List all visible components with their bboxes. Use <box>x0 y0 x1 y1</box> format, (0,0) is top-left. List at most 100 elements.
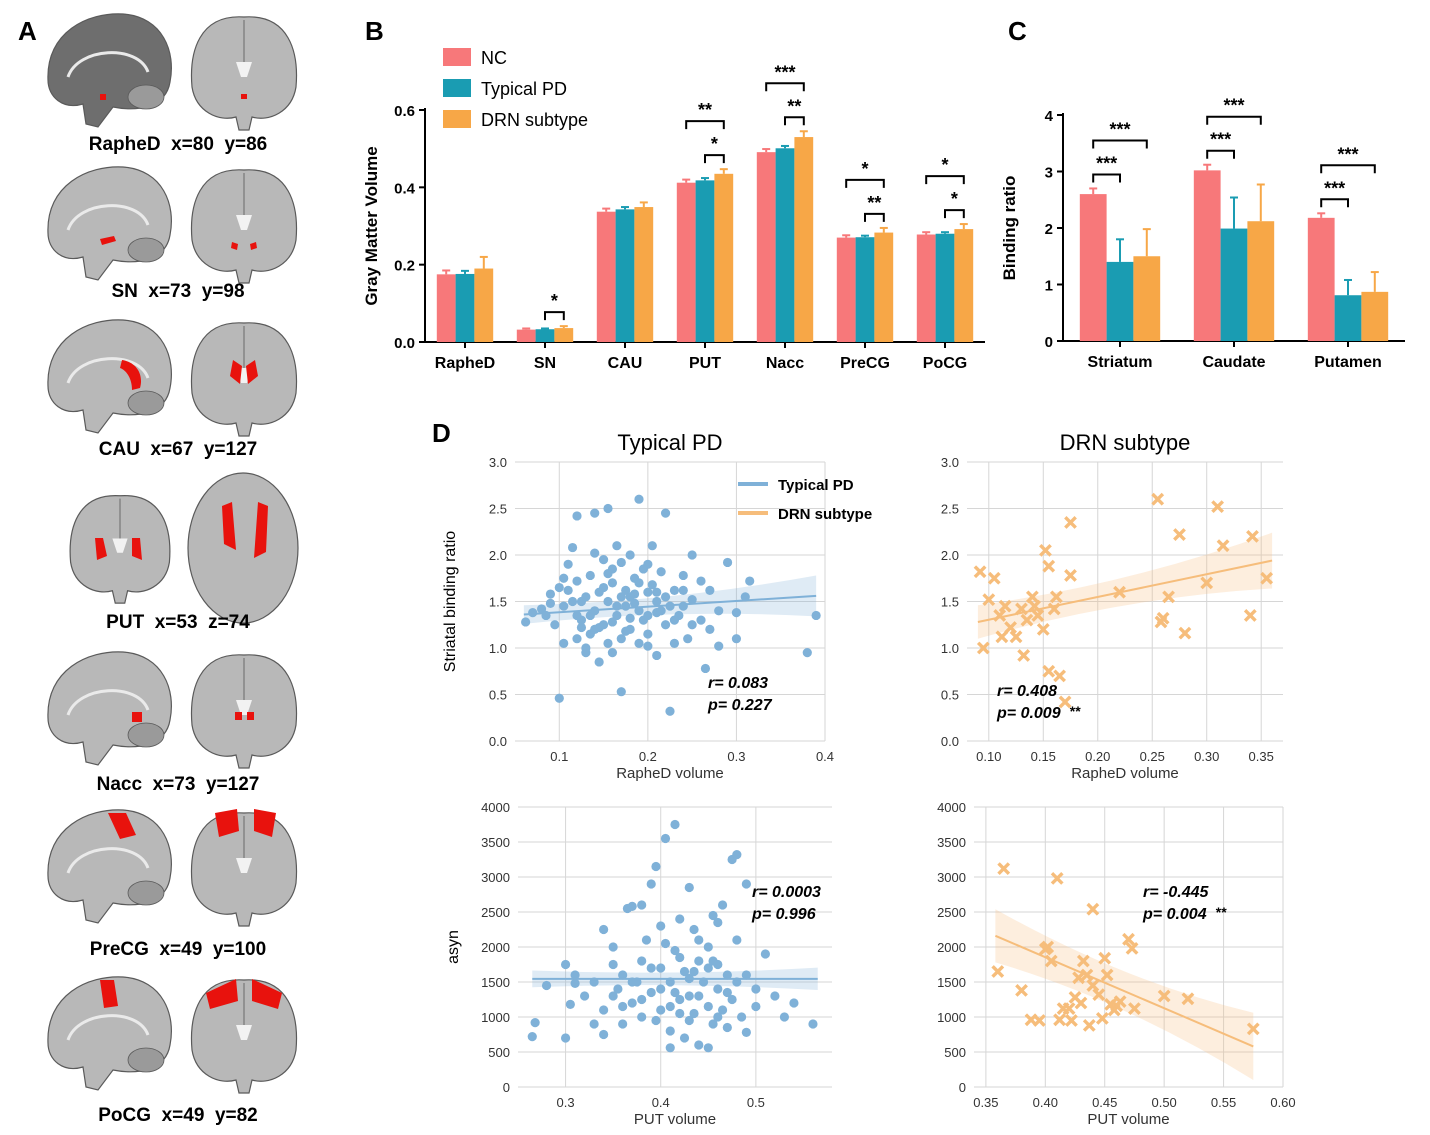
data-point <box>1036 622 1050 636</box>
brain-cerebellum <box>127 84 165 110</box>
significance-stars: *** <box>774 62 795 82</box>
bar-drn-subtype-sn <box>554 328 574 342</box>
panel-c-binding-ratio-chart: 0 1 2 3 4 Binding ratio Striatum Caudate Putamen… <box>1000 96 1405 371</box>
data-point <box>1086 902 1100 916</box>
y-tick-label: 3.0 <box>941 455 959 470</box>
x-tick-label: 0.50 <box>1151 1095 1176 1110</box>
y-tick-label: 1.5 <box>489 595 507 610</box>
data-point <box>665 977 675 987</box>
data-point <box>1065 1014 1078 1027</box>
data-point <box>670 987 680 998</box>
roi-pocg-sagittal <box>100 980 118 1008</box>
data-point <box>665 1026 675 1036</box>
data-point <box>731 634 742 644</box>
y-tick-label: 1.0 <box>489 641 507 656</box>
brain-coronal-view <box>190 654 298 769</box>
data-point <box>545 598 556 608</box>
data-point <box>567 542 578 553</box>
scatter-plot-d4: 0.35 0.40 0.45 0.50 0.55 0.60 0 500 1000 1500 2000… <box>937 800 1296 1128</box>
significance-bracket <box>1320 164 1376 174</box>
data-point <box>608 959 618 970</box>
data-point <box>745 576 755 586</box>
data-point <box>700 663 711 674</box>
bar-drn-subtype-striatum <box>1133 256 1161 341</box>
significance-bracket <box>845 178 885 188</box>
data-point <box>802 648 812 658</box>
data-point <box>607 648 618 658</box>
y-tick-label: 4000 <box>937 800 966 815</box>
brain-row-putamen <box>69 472 299 624</box>
x-tick-label: 0.4 <box>652 1095 670 1110</box>
data-point <box>560 959 571 970</box>
panel-label-b: B <box>365 16 384 46</box>
brain-axial-outline <box>187 472 299 624</box>
data-point <box>689 1008 699 1019</box>
data-point <box>625 550 635 560</box>
stat-p: p= 0.996 <box>751 906 816 923</box>
data-point <box>687 595 697 605</box>
bar-drn-subtype-put <box>714 173 734 342</box>
bar-drn-subtype-putamen <box>1361 291 1389 341</box>
y-tick-label: 4 <box>1045 108 1054 125</box>
x-tick-label: 0.45 <box>1092 1095 1117 1110</box>
data-point <box>652 650 662 661</box>
significance-bracket <box>1092 139 1148 149</box>
data-point <box>1095 1011 1109 1025</box>
data-point <box>991 965 1005 978</box>
x-tick-label-putamen: Putamen <box>1314 354 1382 371</box>
data-point <box>643 610 653 621</box>
panel-a-label-putamen: PUT x=53 z=74 <box>106 612 250 633</box>
significance-bracket <box>864 212 885 222</box>
y-tick-label: 0.0 <box>489 734 507 749</box>
data-point <box>545 589 556 599</box>
x-tick-label-cau: CAU <box>608 355 643 372</box>
data-point <box>634 606 644 616</box>
data-point <box>1015 983 1028 997</box>
y-axis-label: Striatal binding ratio <box>442 531 459 673</box>
y-tick-label: 3000 <box>481 870 510 885</box>
brain-sagittal-outline <box>47 651 172 766</box>
panel-a-label-raphe: RapheD x=80 y=86 <box>89 134 268 155</box>
data-point <box>1042 559 1056 573</box>
data-point <box>541 980 552 991</box>
brain-corpus-callosum <box>66 357 150 384</box>
panel-a-label-caudate: CAU x=67 y=127 <box>99 439 257 460</box>
brain-sagittal-view <box>47 13 172 128</box>
data-point <box>647 580 657 590</box>
data-point <box>1080 968 1094 982</box>
data-point <box>675 952 685 963</box>
data-point <box>684 882 694 893</box>
data-point <box>675 994 685 1005</box>
significance-stars: * <box>551 291 558 311</box>
data-point <box>1260 571 1274 585</box>
data-point <box>656 984 666 994</box>
data-point <box>660 592 671 602</box>
x-tick-label: 0.60 <box>1270 1095 1295 1110</box>
bar-typical-pd-sn <box>535 329 555 342</box>
roi-precg-coronal <box>215 809 276 837</box>
data-point <box>652 587 662 597</box>
data-point <box>607 617 618 627</box>
data-point <box>599 1029 609 1040</box>
data-point <box>760 949 770 959</box>
y-tick-label: 0.0 <box>941 734 959 749</box>
data-point <box>528 608 538 618</box>
data-point <box>684 991 694 1001</box>
brain-cerebellum <box>127 237 165 263</box>
data-point <box>689 924 699 935</box>
data-point <box>616 687 626 697</box>
data-point <box>660 833 671 844</box>
data-point <box>1041 940 1055 954</box>
significance-bracket <box>1092 173 1121 183</box>
brain-ventricle <box>236 858 252 873</box>
data-point <box>683 634 693 644</box>
data-point <box>696 615 706 625</box>
data-point <box>997 862 1011 876</box>
brain-sagittal-view <box>47 651 172 766</box>
y-tick-label: 1.5 <box>941 595 959 610</box>
data-point <box>675 914 685 924</box>
data-point <box>1062 1002 1076 1016</box>
significance-stars: * <box>861 159 868 179</box>
data-point <box>656 606 666 616</box>
data-point <box>687 620 697 630</box>
